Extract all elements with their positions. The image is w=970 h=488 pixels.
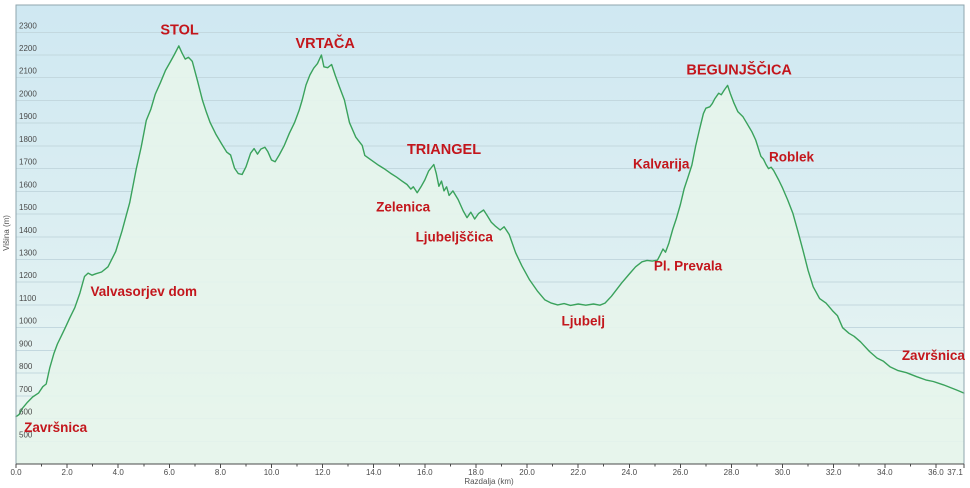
y-axis-tick-labels: 500 600 700 800 900 1000 1100 1200 1300 1400 1500 1… — [19, 21, 37, 439]
x-tick-label: 18.0 — [468, 468, 484, 477]
waypoint-label: Pl. Prevala — [654, 258, 723, 273]
x-tick-label: 37.1 — [947, 468, 963, 477]
x-tick-label: 2.0 — [62, 468, 74, 477]
y-tick-label: 1100 — [19, 294, 37, 303]
y-tick-label: 600 — [19, 408, 33, 417]
x-tick-label: 8.0 — [215, 468, 227, 477]
waypoint-label: VRTAČA — [296, 34, 356, 52]
waypoint-label: STOL — [160, 22, 199, 38]
x-tick-label: 22.0 — [570, 468, 586, 477]
x-tick-label: 0.0 — [10, 468, 22, 477]
waypoint-label: BEGUNJŠČICA — [686, 60, 792, 78]
x-tick-label: 24.0 — [621, 468, 637, 477]
elevation-line — [15, 45, 965, 418]
waypoint-label: Završnica — [902, 348, 966, 363]
y-tick-label: 800 — [19, 362, 33, 371]
y-tick-label: 500 — [19, 430, 33, 439]
y-tick-label: 1900 — [19, 112, 37, 121]
y-tick-label: 1400 — [19, 226, 37, 235]
waypoint-label: Zelenica — [376, 200, 431, 215]
waypoint-label: Kalvarija — [633, 157, 690, 172]
y-tick-label: 1700 — [19, 158, 37, 167]
x-tick-label: 4.0 — [113, 468, 125, 477]
waypoint-labels: Završnica Valvasorjev dom STOL VRTAČA Zeleni… — [24, 22, 965, 435]
x-tick-label: 32.0 — [826, 468, 842, 477]
x-tick-label: 14.0 — [366, 468, 382, 477]
y-tick-label: 700 — [19, 385, 33, 394]
waypoint-label: Valvasorjev dom — [90, 284, 197, 299]
x-tick-label: 28.0 — [724, 468, 740, 477]
waypoint-label: Ljubeljščica — [416, 229, 494, 244]
x-tick-label: 20.0 — [519, 468, 535, 477]
x-tick-label: 34.0 — [877, 468, 893, 477]
y-tick-label: 1600 — [19, 180, 37, 189]
waypoint-label: TRIANGEL — [407, 142, 481, 158]
x-axis: 0.0 2.0 4.0 6.0 8.0 10.0 12.0 14.0 16.0 18.0 20.0 2… — [10, 463, 965, 477]
y-tick-label: 1000 — [19, 317, 37, 326]
waypoint-label: Roblek — [769, 150, 815, 165]
x-tick-label: 36.0 — [928, 468, 944, 477]
x-tick-label: 16.0 — [417, 468, 433, 477]
y-tick-label: 1500 — [19, 203, 37, 212]
y-tick-label: 1300 — [19, 248, 37, 257]
x-tick-label: 30.0 — [775, 468, 791, 477]
x-tick-label: 26.0 — [673, 468, 689, 477]
y-axis-title: Višina (m) — [2, 215, 11, 251]
x-tick-label: 10.0 — [264, 468, 280, 477]
y-tick-label: 900 — [19, 339, 33, 348]
y-tick-label: 2000 — [19, 89, 37, 98]
y-tick-label: 2300 — [19, 21, 37, 30]
y-tick-label: 1800 — [19, 135, 37, 144]
waypoint-label: Završnica — [24, 420, 88, 435]
x-tick-label: 6.0 — [164, 468, 176, 477]
y-tick-label: 2100 — [19, 67, 37, 76]
waypoint-label: Ljubelj — [562, 313, 606, 328]
y-tick-label: 1200 — [19, 271, 37, 280]
x-axis-title: Razdalja (km) — [464, 477, 514, 486]
x-tick-label: 12.0 — [315, 468, 331, 477]
elevation-area-series — [15, 45, 965, 465]
y-tick-label: 2200 — [19, 44, 37, 53]
